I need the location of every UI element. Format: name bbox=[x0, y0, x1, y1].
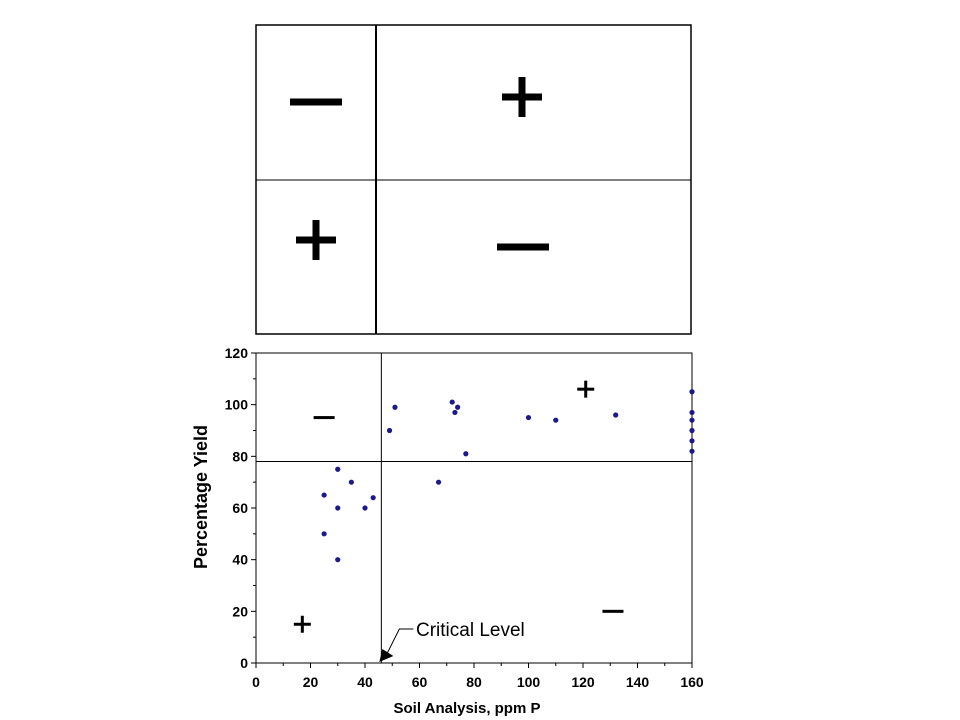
data-point bbox=[335, 505, 341, 511]
scatter-chart: 0 20 40 60 80 100 120 0 20 40 60 80 100 120 140 160 Cr… bbox=[191, 345, 704, 717]
data-point bbox=[689, 427, 695, 434]
data-point bbox=[463, 451, 469, 457]
x-tick-label: 60 bbox=[412, 674, 428, 690]
data-points bbox=[321, 389, 695, 563]
x-tick-label: 160 bbox=[680, 674, 704, 690]
data-point bbox=[362, 505, 368, 511]
data-point bbox=[455, 404, 461, 410]
x-axis: 0 20 40 60 80 100 120 140 160 bbox=[252, 663, 704, 690]
chart-minus-sign-icon bbox=[602, 609, 624, 613]
data-point bbox=[689, 409, 695, 416]
data-point bbox=[370, 495, 376, 501]
x-tick-label: 100 bbox=[517, 674, 541, 690]
y-tick-label: 40 bbox=[232, 552, 248, 568]
data-point bbox=[689, 389, 695, 395]
critical-level-annotation: Critical Level bbox=[379, 620, 525, 662]
x-axis-title: Soil Analysis, ppm P bbox=[394, 700, 541, 717]
x-tick-label: 0 bbox=[252, 674, 260, 690]
chart-minus-sign-icon bbox=[313, 416, 335, 420]
data-point bbox=[321, 492, 327, 498]
y-tick-label: 100 bbox=[225, 397, 249, 413]
data-point bbox=[553, 417, 559, 423]
data-point bbox=[321, 531, 327, 537]
data-point bbox=[525, 414, 532, 421]
data-point bbox=[392, 404, 398, 410]
y-tick-label: 20 bbox=[232, 603, 248, 619]
x-tick-label: 20 bbox=[303, 674, 319, 690]
chart-plus-sign-icon bbox=[577, 380, 595, 398]
data-point bbox=[335, 557, 341, 563]
data-point bbox=[348, 479, 354, 485]
y-axis: 0 20 40 60 80 100 120 bbox=[225, 345, 256, 671]
y-tick-label: 80 bbox=[232, 448, 248, 464]
y-tick-label: 120 bbox=[225, 345, 249, 361]
quadrant-bottom-right-minus-icon bbox=[497, 243, 549, 251]
quadrant-top-right-plus-icon bbox=[502, 77, 542, 117]
y-axis-title: Percentage Yield bbox=[191, 425, 211, 569]
data-point bbox=[335, 466, 341, 472]
plot-area-frame bbox=[255, 352, 693, 664]
annotation-leader-line bbox=[383, 628, 414, 660]
x-tick-label: 120 bbox=[571, 674, 595, 690]
data-point bbox=[613, 412, 619, 418]
y-tick-label: 0 bbox=[240, 655, 248, 671]
x-tick-label: 80 bbox=[466, 674, 482, 690]
data-point bbox=[689, 438, 695, 444]
quadrant-top-left-minus-icon bbox=[290, 98, 342, 106]
data-point bbox=[386, 427, 393, 434]
x-tick-label: 140 bbox=[626, 674, 650, 690]
x-tick-label: 40 bbox=[357, 674, 373, 690]
data-point bbox=[452, 409, 458, 416]
y-tick-label: 60 bbox=[232, 500, 248, 516]
annotation-arrowhead bbox=[379, 649, 394, 662]
data-point bbox=[435, 479, 442, 485]
critical-level-label: Critical Level bbox=[416, 620, 525, 641]
quadrant-diagram bbox=[255, 24, 692, 335]
quadrant-bottom-left-plus-icon bbox=[296, 220, 336, 260]
quadrant-symbols bbox=[290, 77, 549, 260]
data-point bbox=[449, 399, 455, 405]
chart-quadrant-signs bbox=[293, 380, 624, 633]
data-point bbox=[689, 417, 695, 423]
chart-plus-sign-icon bbox=[293, 615, 311, 633]
data-point bbox=[689, 448, 695, 454]
